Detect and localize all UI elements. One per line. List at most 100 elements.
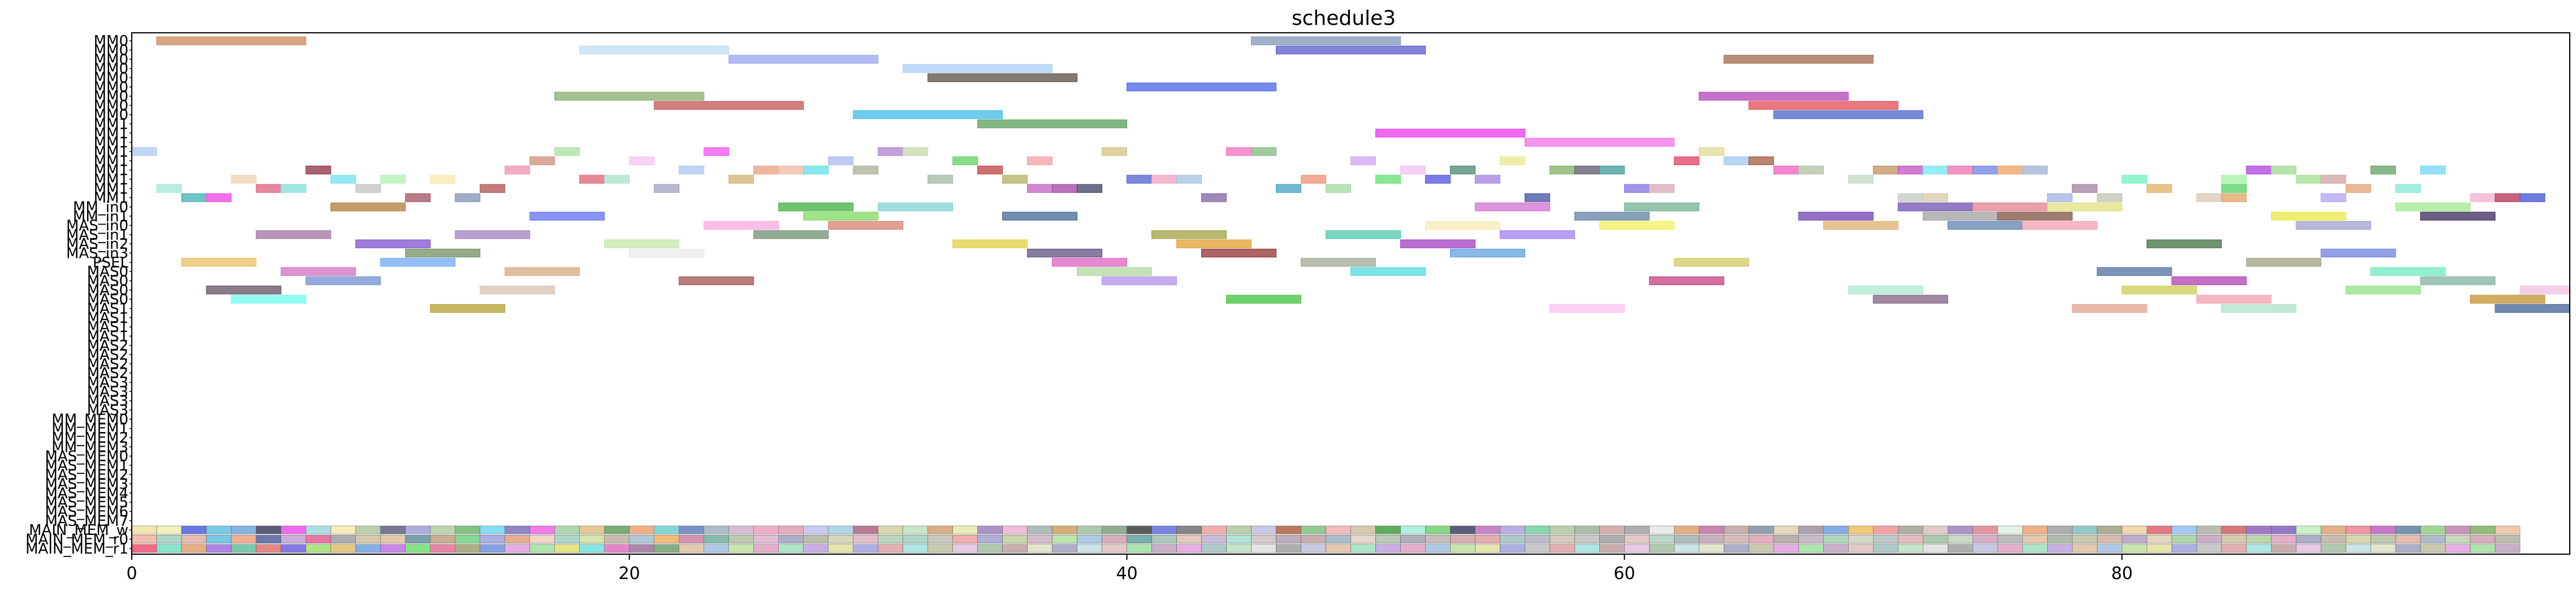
task-bar — [1922, 211, 1998, 221]
task-bar — [1027, 184, 1053, 193]
memory-slot — [2445, 544, 2471, 553]
y-tick-label: MM_in0 — [73, 199, 128, 216]
memory-slot — [704, 535, 730, 543]
task-bar — [1748, 101, 1898, 110]
task-bar — [878, 147, 904, 156]
memory-slot — [2072, 535, 2098, 543]
y-tick-label: MAS2 — [87, 338, 128, 355]
task-bar — [1127, 175, 1153, 184]
task-bar — [156, 184, 182, 193]
y-tick-label: MAS_MEM7 — [45, 513, 128, 530]
y-tick-label: MAS2 — [87, 356, 128, 373]
memory-slot — [878, 535, 903, 543]
task-bar — [1151, 230, 1227, 239]
y-tick-label: MM0 — [94, 79, 128, 96]
task-bar — [728, 55, 879, 64]
memory-slot — [380, 544, 406, 553]
memory-slot — [380, 535, 406, 543]
task-bar — [654, 184, 680, 193]
memory-slot — [256, 525, 282, 534]
memory-slot — [305, 544, 331, 553]
memory-slot — [1301, 525, 1326, 534]
y-tick-label: MAS2 — [87, 347, 128, 364]
memory-slot — [1151, 544, 1177, 553]
task-bar — [2495, 193, 2521, 202]
memory-slot — [1052, 535, 1077, 543]
task-bar — [903, 147, 929, 156]
task-bar — [455, 193, 481, 202]
memory-slot — [1774, 535, 1799, 543]
memory-slot — [654, 535, 680, 543]
task-bar — [1599, 166, 1625, 175]
task-bar — [2121, 175, 2147, 184]
task-bar — [1326, 230, 1401, 239]
y-tick-label: MAS2 — [87, 365, 128, 382]
y-tick-label: MAS1 — [87, 300, 128, 317]
memory-slot — [1201, 525, 1227, 534]
y-tick-label: MAS_in3 — [66, 245, 128, 262]
memory-slot — [2445, 535, 2471, 543]
memory-slot — [803, 535, 829, 543]
memory-slot — [2395, 525, 2421, 534]
memory-slot — [728, 544, 754, 553]
task-bar — [355, 184, 381, 193]
memory-slot — [1425, 525, 1451, 534]
task-bar — [2221, 304, 2297, 313]
memory-slot — [1276, 525, 1301, 534]
memory-slot — [131, 544, 157, 553]
memory-slot — [2495, 525, 2521, 534]
memory-slot — [1674, 535, 1699, 543]
task-bar — [1474, 175, 1500, 184]
task-bar — [704, 147, 730, 156]
task-bar — [1425, 221, 1500, 230]
memory-slot — [753, 544, 779, 553]
task-bar — [281, 184, 307, 193]
memory-slot — [828, 535, 853, 543]
memory-slot — [1226, 525, 1252, 534]
memory-slot — [430, 525, 456, 534]
y-tick-label: MAS0 — [87, 282, 128, 299]
memory-slot — [1102, 525, 1127, 534]
memory-slot — [281, 535, 307, 543]
memory-slot — [1425, 544, 1451, 553]
memory-slot — [778, 525, 804, 534]
memory-slot — [1127, 535, 1152, 543]
memory-slot — [1002, 544, 1028, 553]
task-bar — [1524, 193, 1550, 202]
task-bar — [1226, 295, 1302, 304]
y-tick-label: MAS3 — [87, 402, 128, 419]
memory-slot — [1898, 535, 1923, 543]
task-bar — [2146, 239, 2222, 248]
task-bar — [1599, 221, 1675, 230]
task-bar — [1102, 276, 1177, 286]
memory-slot — [1052, 525, 1077, 534]
task-bar — [405, 248, 481, 258]
memory-slot — [1923, 525, 1948, 534]
memory-slot — [753, 535, 779, 543]
y-tick-label: MAS_MEM3 — [45, 476, 128, 493]
memory-slot — [2246, 535, 2272, 543]
memory-slot — [430, 544, 456, 553]
memory-slot — [2072, 544, 2098, 553]
task-bar — [1350, 267, 1426, 276]
memory-slot — [1774, 525, 1799, 534]
y-tick-label: MM_MEM0 — [51, 411, 128, 428]
task-bar — [504, 267, 580, 276]
task-bar — [2420, 276, 2496, 286]
task-bar — [1872, 166, 1898, 175]
memory-slot — [2196, 525, 2222, 534]
task-bar — [1052, 258, 1128, 267]
task-bar — [1947, 221, 2023, 230]
task-bar — [2295, 175, 2322, 184]
task-bar — [330, 202, 406, 211]
task-bar — [654, 101, 804, 110]
memory-slot — [2022, 525, 2048, 534]
y-tick-label: MM1 — [94, 135, 128, 152]
task-bar — [679, 276, 754, 286]
y-tick-label: MM_MEM3 — [51, 439, 128, 456]
memory-slot — [1599, 544, 1625, 553]
task-bar — [1127, 83, 1277, 92]
memory-slot — [2420, 544, 2446, 553]
task-bar — [2519, 193, 2545, 202]
task-bar — [2096, 193, 2122, 202]
